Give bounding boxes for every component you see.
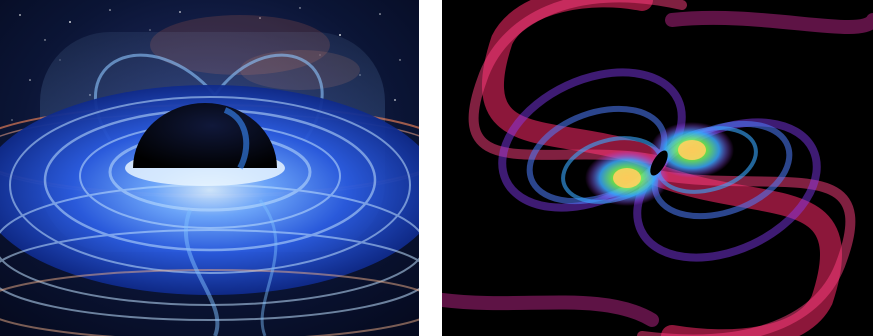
gravitational-wave-artwork: [442, 0, 873, 336]
starfield: [11, 7, 401, 121]
gravitational-wave-simulation-image: [442, 0, 873, 336]
black-hole-accretion-disk-image: [0, 0, 419, 336]
black-hole-artwork: [0, 0, 419, 336]
